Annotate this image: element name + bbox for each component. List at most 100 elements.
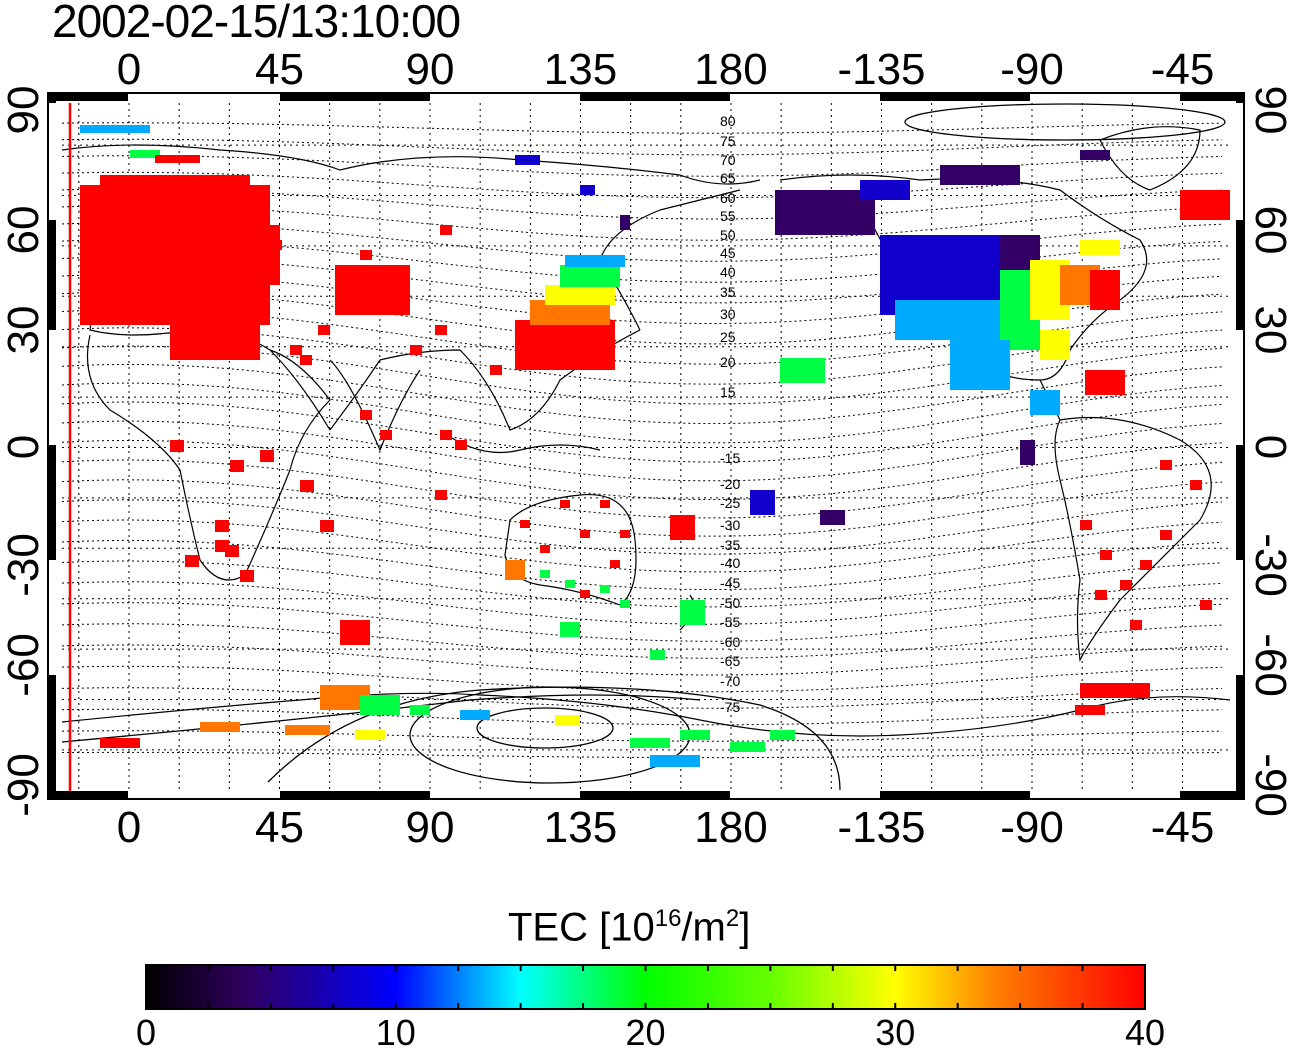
tec-block	[730, 742, 765, 752]
tec-block	[215, 520, 229, 532]
tec-block	[775, 190, 875, 235]
colorbar	[145, 964, 1146, 1010]
colorbar-title: TEC [1016/m2]	[508, 905, 751, 950]
tec-block	[610, 560, 620, 568]
tec-block	[100, 175, 250, 195]
colorbar-tick-label: 40	[1124, 1012, 1166, 1053]
tec-block	[600, 500, 610, 508]
tec-block	[410, 705, 430, 715]
lon-tick-label-bottom: -45	[1151, 803, 1215, 852]
tec-block	[260, 450, 274, 462]
tec-block	[440, 430, 452, 440]
tec-block	[185, 555, 199, 567]
tec-block	[1030, 390, 1060, 415]
tec-block	[560, 622, 580, 637]
colorbar-tick-marks	[145, 965, 1146, 1009]
tec-block	[200, 722, 240, 732]
tec-block	[620, 600, 630, 608]
mlat-label: 20	[720, 354, 736, 370]
tec-block	[555, 715, 580, 725]
tec-block	[515, 320, 615, 370]
tec-block	[1160, 530, 1172, 540]
colorbar-tick-label: 30	[875, 1012, 916, 1053]
tec-block	[360, 695, 400, 715]
tec-block	[1200, 600, 1212, 610]
mlat-label: 80	[720, 113, 736, 129]
mlat-label: -25	[720, 495, 740, 511]
tec-block	[460, 710, 490, 720]
tec-map: 80 75 70 65 60 55 50 45 40 35 30 25 20 15 -15 -20 -25 -30…	[0, 45, 1292, 852]
lat-tick-label-right: -30	[1246, 533, 1292, 597]
mlat-label: -30	[720, 517, 740, 533]
tec-block	[240, 225, 280, 285]
tec-block	[435, 325, 447, 335]
colorbar-tick-label: 0	[135, 1012, 157, 1053]
lon-tick-label-top: 0	[117, 45, 141, 94]
tec-block	[630, 738, 670, 748]
tec-block	[1085, 370, 1125, 395]
tec-block	[515, 155, 540, 165]
mlat-label: -45	[720, 575, 740, 591]
tec-block	[680, 600, 705, 625]
mlat-label: -20	[720, 476, 740, 492]
tec-block	[300, 480, 314, 492]
tec-block	[620, 530, 630, 538]
latitude-labels-right: 90 60 30 0 -30 -60 -90	[1246, 86, 1292, 817]
tec-block	[770, 730, 795, 740]
mlat-label: 40	[720, 264, 736, 280]
mlat-label: 70	[720, 152, 736, 168]
tec-block	[318, 325, 330, 335]
tec-block	[335, 265, 410, 315]
lon-tick-label-top: 135	[544, 45, 617, 94]
lat-tick-label-right: 60	[1246, 206, 1292, 255]
lat-tick-label-left: -30	[0, 533, 48, 597]
tec-block	[650, 755, 700, 767]
timestamp: 2002-02-15/13:10:00	[52, 0, 461, 47]
tec-block	[1020, 440, 1035, 465]
tec-block	[130, 150, 160, 158]
tec-block	[620, 215, 630, 230]
tec-block	[170, 440, 184, 452]
lon-tick-label-bottom: 0	[117, 803, 141, 852]
mlat-label: -35	[720, 537, 740, 553]
tec-block	[80, 185, 270, 325]
colorbar-tick-label: 10	[375, 1012, 416, 1053]
mlat-label: -15	[720, 450, 740, 466]
lat-tick-label-left: -90	[0, 753, 48, 817]
tec-block	[565, 580, 575, 588]
lat-tick-label-right: 90	[1246, 86, 1292, 135]
lat-tick-label-right: -90	[1246, 753, 1292, 817]
tec-block	[750, 490, 775, 515]
tec-block	[340, 620, 370, 645]
tec-block	[680, 730, 710, 740]
tec-block	[1080, 683, 1150, 698]
mlat-label: 30	[720, 306, 736, 322]
tec-block	[520, 520, 530, 528]
lon-tick-label-bottom: 135	[544, 803, 617, 852]
tec-block	[545, 285, 615, 305]
mlat-label: 50	[720, 227, 736, 243]
tec-block	[285, 725, 330, 735]
lat-tick-label-left: -60	[0, 633, 48, 697]
tec-block	[440, 225, 452, 235]
tec-block	[540, 570, 550, 578]
tec-block	[225, 545, 239, 557]
longitude-labels-bottom: 0 45 90 135 180 -135 -90 -45	[117, 803, 1215, 852]
mlat-label: 65	[720, 170, 736, 186]
tec-block	[380, 430, 392, 440]
mlat-label: -40	[720, 555, 740, 571]
tec-block	[1095, 590, 1107, 600]
tec-block	[80, 125, 150, 133]
tec-block	[410, 345, 422, 355]
tec-block	[355, 730, 385, 740]
tec-block	[860, 180, 910, 200]
lon-tick-label-bottom: 90	[406, 803, 455, 852]
lon-tick-label-top: -90	[1000, 45, 1064, 94]
tec-block	[580, 185, 595, 195]
tec-data-points	[80, 125, 1230, 767]
lat-tick-label-left: 30	[0, 306, 48, 355]
mlat-label: -65	[720, 653, 740, 669]
lat-tick-label-right: -60	[1246, 633, 1292, 697]
tec-block	[1040, 330, 1070, 360]
tec-block	[435, 490, 447, 500]
